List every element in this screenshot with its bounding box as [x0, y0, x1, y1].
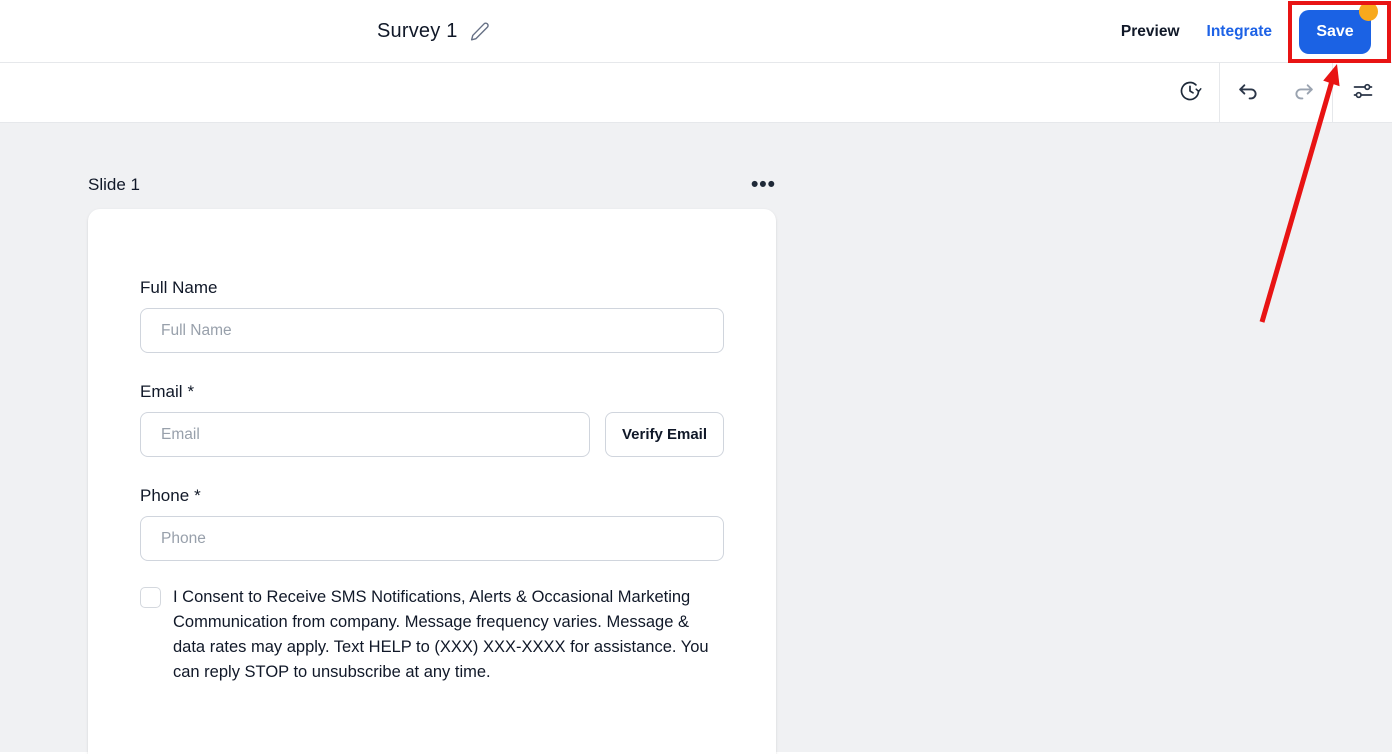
header-bar: Survey 1 Preview Integrate Save: [0, 0, 1392, 63]
email-label: Email *: [140, 382, 195, 401]
integrate-button[interactable]: Integrate: [1206, 22, 1272, 40]
more-options-icon: •••: [750, 173, 776, 196]
redo-icon: [1292, 79, 1317, 107]
required-marker: *: [194, 486, 201, 505]
phone-label: Phone *: [140, 486, 201, 505]
undo-icon: [1235, 79, 1260, 107]
field-email: Email* Verify Email: [140, 382, 724, 457]
version-history-button[interactable]: [1174, 75, 1206, 110]
full-name-label: Full Name: [140, 278, 218, 297]
sms-consent-checkbox[interactable]: [140, 587, 161, 608]
undo-button[interactable]: [1231, 75, 1264, 111]
field-full-name: Full Name: [140, 278, 724, 353]
save-button[interactable]: Save: [1299, 9, 1371, 54]
sms-consent-text: I Consent to Receive SMS Notifications, …: [173, 588, 709, 681]
adjustments-icon: [1351, 79, 1375, 106]
slide-header: Slide 1 •••: [88, 174, 776, 195]
slide-card[interactable]: Full Name Email* Verify Email Phone* I C…: [88, 209, 776, 754]
save-button-wrap: Save: [1299, 1, 1378, 54]
required-marker: *: [187, 382, 195, 401]
email-input[interactable]: [140, 412, 590, 457]
toolbar-right-group: [1160, 63, 1392, 122]
full-name-input[interactable]: [140, 308, 724, 353]
toolbar-divider: [1219, 63, 1220, 122]
sms-consent-group: I Consent to Receive SMS Notifications, …: [140, 585, 724, 685]
history-clock-icon: [1178, 79, 1202, 106]
redo-button[interactable]: [1288, 75, 1321, 111]
field-phone: Phone *: [140, 486, 724, 561]
slide-more-options-button[interactable]: •••: [751, 174, 776, 195]
preview-button[interactable]: Preview: [1120, 22, 1180, 40]
slide-title: Slide 1: [88, 175, 140, 194]
page-title: Survey 1: [377, 20, 458, 42]
header-actions: Preview Integrate Save: [1121, 0, 1392, 63]
unsaved-changes-dot: [1359, 1, 1378, 21]
builder-toolbar: [0, 63, 1392, 123]
survey-title-group: Survey 1: [377, 0, 490, 63]
form-settings-button[interactable]: [1347, 75, 1379, 110]
edit-title-icon[interactable]: [469, 21, 490, 42]
builder-canvas: Slide 1 ••• Full Name Email* Verify Emai…: [0, 123, 1392, 754]
verify-email-button[interactable]: Verify Email: [605, 412, 724, 457]
phone-input[interactable]: [140, 516, 724, 561]
